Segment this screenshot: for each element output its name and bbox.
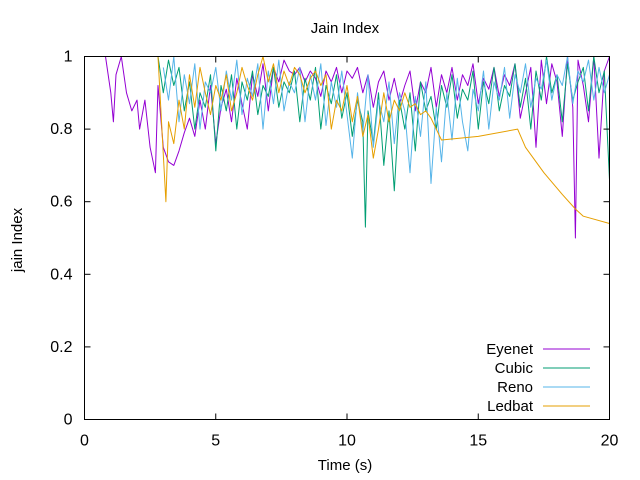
y-tick-label: 0.6 bbox=[50, 194, 72, 211]
x-tick-label: 20 bbox=[601, 433, 619, 450]
legend-label-ledbat: Ledbat bbox=[487, 398, 534, 415]
series-line-eyenet bbox=[105, 56, 610, 239]
x-tick-label: 0 bbox=[80, 433, 89, 450]
y-tick-label: 0.4 bbox=[50, 266, 72, 283]
series-line-reno bbox=[162, 56, 610, 184]
y-tick-label: 1 bbox=[64, 49, 73, 66]
y-tick-label: 0 bbox=[64, 412, 73, 429]
legend-label-eyenet: Eyenet bbox=[486, 341, 534, 358]
y-tick-label: 0.2 bbox=[50, 339, 72, 356]
legend-label-reno: Reno bbox=[497, 379, 533, 396]
chart-title: Jain Index bbox=[311, 20, 380, 37]
x-tick-label: 10 bbox=[338, 433, 356, 450]
series-line-ledbat bbox=[157, 56, 610, 224]
x-tick-label: 5 bbox=[211, 433, 220, 450]
legend: Eyenet Cubic Reno Ledbat bbox=[486, 341, 590, 415]
y-tick-label: 0.8 bbox=[50, 121, 72, 138]
x-tick-label: 15 bbox=[469, 433, 487, 450]
series-line-cubic bbox=[157, 56, 610, 228]
y-axis: 0 0.2 0.4 0.6 0.8 1 bbox=[50, 49, 610, 429]
legend-label-cubic: Cubic bbox=[495, 360, 534, 377]
y-axis-label: jain Index bbox=[9, 207, 26, 273]
series-lines bbox=[105, 56, 610, 239]
x-axis-label: Time (s) bbox=[318, 457, 372, 474]
x-axis: 0 5 10 15 20 bbox=[80, 56, 619, 450]
